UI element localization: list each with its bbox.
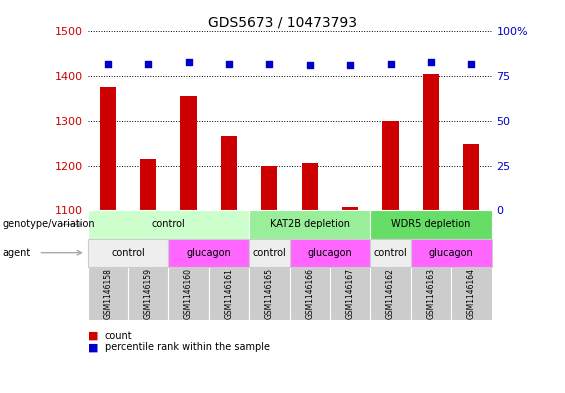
Text: glucagon: glucagon <box>307 248 353 258</box>
Point <box>467 61 476 67</box>
Text: genotype/variation: genotype/variation <box>3 219 95 230</box>
Text: control: control <box>373 248 407 258</box>
Text: count: count <box>105 331 132 341</box>
Point <box>184 59 193 65</box>
Text: GSM1146166: GSM1146166 <box>305 268 314 319</box>
Bar <box>302 163 318 210</box>
Point <box>346 62 355 68</box>
Text: GDS5673 / 10473793: GDS5673 / 10473793 <box>208 16 357 30</box>
Text: control: control <box>111 248 145 258</box>
Text: GSM1146163: GSM1146163 <box>427 268 436 319</box>
Point <box>427 59 436 65</box>
Text: WDR5 depletion: WDR5 depletion <box>392 219 471 230</box>
Text: control: control <box>151 219 185 230</box>
Text: GSM1146164: GSM1146164 <box>467 268 476 319</box>
Text: GSM1146160: GSM1146160 <box>184 268 193 319</box>
Text: GSM1146162: GSM1146162 <box>386 268 395 319</box>
Text: control: control <box>253 248 286 258</box>
Bar <box>180 96 197 210</box>
Text: agent: agent <box>3 248 31 258</box>
Text: glucagon: glucagon <box>429 248 473 258</box>
Text: KAT2B depletion: KAT2B depletion <box>270 219 350 230</box>
Bar <box>99 87 116 210</box>
Text: ■: ■ <box>88 342 98 353</box>
Text: percentile rank within the sample: percentile rank within the sample <box>105 342 270 353</box>
Text: GSM1146165: GSM1146165 <box>265 268 274 319</box>
Bar <box>221 136 237 210</box>
Bar <box>383 121 399 210</box>
Bar <box>463 144 480 210</box>
Point <box>144 61 153 67</box>
Text: glucagon: glucagon <box>186 248 231 258</box>
Point <box>103 61 112 67</box>
Point <box>224 61 233 67</box>
Point <box>386 61 395 67</box>
Text: GSM1146158: GSM1146158 <box>103 268 112 319</box>
Text: GSM1146167: GSM1146167 <box>346 268 355 319</box>
Text: ■: ■ <box>88 331 98 341</box>
Bar <box>261 165 277 210</box>
Bar <box>342 207 358 210</box>
Point <box>265 61 274 67</box>
Bar <box>423 74 439 210</box>
Text: GSM1146159: GSM1146159 <box>144 268 153 319</box>
Point <box>305 62 314 68</box>
Bar <box>140 159 157 210</box>
Text: GSM1146161: GSM1146161 <box>224 268 233 319</box>
